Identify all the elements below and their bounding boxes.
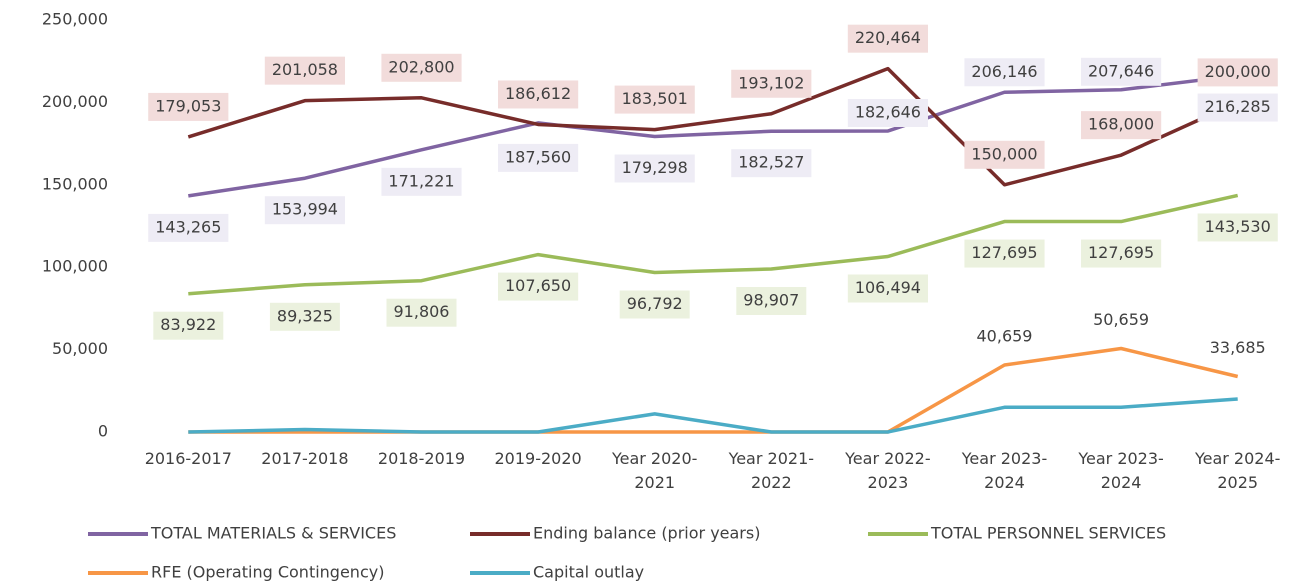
data-label-bg bbox=[614, 154, 695, 183]
data-label-bg bbox=[498, 80, 579, 109]
data-label: 127,695 bbox=[971, 243, 1037, 262]
series-line bbox=[188, 397, 1238, 434]
data-label: 98,907 bbox=[743, 291, 799, 310]
data-label: 193,102 bbox=[738, 73, 804, 92]
data-label-bg bbox=[614, 85, 695, 114]
x-tick-label: 2016-2017 bbox=[144, 449, 232, 468]
data-label-bg bbox=[1197, 93, 1278, 122]
y-tick-label: 200,000 bbox=[42, 92, 108, 111]
data-label: 171,221 bbox=[388, 171, 454, 190]
data-label-bg bbox=[386, 298, 457, 327]
x-tick-label: Year 2022-2023 bbox=[845, 449, 931, 492]
x-tick-label: 2017-2018 bbox=[261, 449, 349, 468]
x-tick-label: Year 2024-2025 bbox=[1194, 449, 1281, 492]
data-label-bg bbox=[1197, 213, 1278, 242]
x-tick-label: 2019-2020 bbox=[494, 449, 582, 468]
data-label: 106,494 bbox=[855, 278, 921, 297]
data-label-bg bbox=[1197, 58, 1278, 87]
data-label: 143,265 bbox=[155, 217, 221, 236]
data-label-bg bbox=[731, 149, 812, 178]
data-label-bg bbox=[731, 69, 812, 98]
data-label: 206,146 bbox=[971, 62, 1037, 81]
data-label: 168,000 bbox=[1088, 115, 1154, 134]
legend-label: RFE (Operating Contingency) bbox=[151, 563, 384, 582]
data-label: 202,800 bbox=[388, 57, 454, 76]
data-label-bg bbox=[148, 213, 229, 242]
data-label: 91,806 bbox=[394, 302, 450, 321]
data-label: 182,646 bbox=[855, 102, 921, 121]
y-tick-label: 0 bbox=[98, 422, 108, 441]
data-label: 107,650 bbox=[505, 276, 571, 295]
data-label: 96,792 bbox=[627, 294, 683, 313]
x-tick-label: 2018-2019 bbox=[377, 449, 466, 468]
data-label-bg bbox=[381, 53, 462, 82]
data-label: 89,325 bbox=[277, 306, 333, 325]
data-label-bg bbox=[264, 196, 345, 225]
data-label: 153,994 bbox=[272, 200, 338, 219]
data-label-bg bbox=[498, 143, 579, 172]
data-label: 143,530 bbox=[1205, 217, 1271, 236]
legend-label: TOTAL PERSONNEL SERVICES bbox=[930, 524, 1166, 543]
data-label: 83,922 bbox=[160, 315, 216, 334]
data-label-bg bbox=[736, 287, 807, 316]
series-line bbox=[188, 73, 1238, 198]
data-label-bg bbox=[1081, 239, 1162, 268]
data-label: 127,695 bbox=[1088, 243, 1154, 262]
data-label-bg bbox=[264, 56, 345, 85]
data-label: 207,646 bbox=[1088, 61, 1154, 80]
x-tick-label: Year 2023-2024 bbox=[1078, 449, 1164, 492]
legend-label: Capital outlay bbox=[533, 563, 644, 582]
data-label-bg bbox=[153, 311, 224, 340]
data-label-bg bbox=[381, 167, 462, 196]
data-label: 33,685 bbox=[1210, 338, 1266, 357]
data-label-bg bbox=[847, 274, 928, 303]
series-line bbox=[188, 193, 1239, 296]
data-label-bg bbox=[847, 24, 928, 53]
data-label-bg bbox=[964, 239, 1045, 268]
data-label-bg bbox=[269, 302, 340, 331]
series-line bbox=[187, 66, 1239, 187]
data-label: 216,285 bbox=[1205, 97, 1271, 116]
data-label-bg bbox=[847, 98, 928, 127]
data-label-bg bbox=[498, 272, 579, 301]
data-label: 200,000 bbox=[1205, 62, 1271, 81]
data-label: 183,501 bbox=[622, 89, 688, 108]
data-label: 220,464 bbox=[855, 28, 921, 47]
data-label: 187,560 bbox=[505, 147, 571, 166]
data-label-bg bbox=[1081, 57, 1162, 86]
legend-label: TOTAL MATERIALS & SERVICES bbox=[150, 524, 396, 543]
data-label: 40,659 bbox=[977, 326, 1033, 345]
data-label: 186,612 bbox=[505, 84, 571, 103]
data-label: 182,527 bbox=[738, 153, 804, 172]
series-line bbox=[188, 346, 1239, 434]
y-tick-label: 150,000 bbox=[42, 174, 108, 193]
data-label-bg bbox=[964, 140, 1045, 169]
data-label: 150,000 bbox=[971, 144, 1037, 163]
data-label-bg bbox=[964, 58, 1045, 87]
data-label: 179,053 bbox=[155, 96, 221, 115]
x-tick-label: Year 2023-2024 bbox=[961, 449, 1048, 492]
data-label: 201,058 bbox=[272, 60, 338, 79]
data-label-bg bbox=[619, 290, 690, 319]
y-tick-label: 100,000 bbox=[42, 257, 108, 276]
data-label-bg bbox=[148, 92, 229, 121]
y-tick-label: 250,000 bbox=[42, 10, 108, 29]
data-label: 179,298 bbox=[622, 158, 688, 177]
data-label-bg bbox=[1081, 111, 1162, 140]
y-tick-label: 50,000 bbox=[52, 339, 108, 358]
legend-label: Ending balance (prior years) bbox=[533, 524, 760, 543]
x-tick-label: Year 2021-2022 bbox=[728, 449, 815, 492]
data-label: 50,659 bbox=[1093, 310, 1149, 329]
x-tick-label: Year 2020-2021 bbox=[611, 449, 698, 492]
